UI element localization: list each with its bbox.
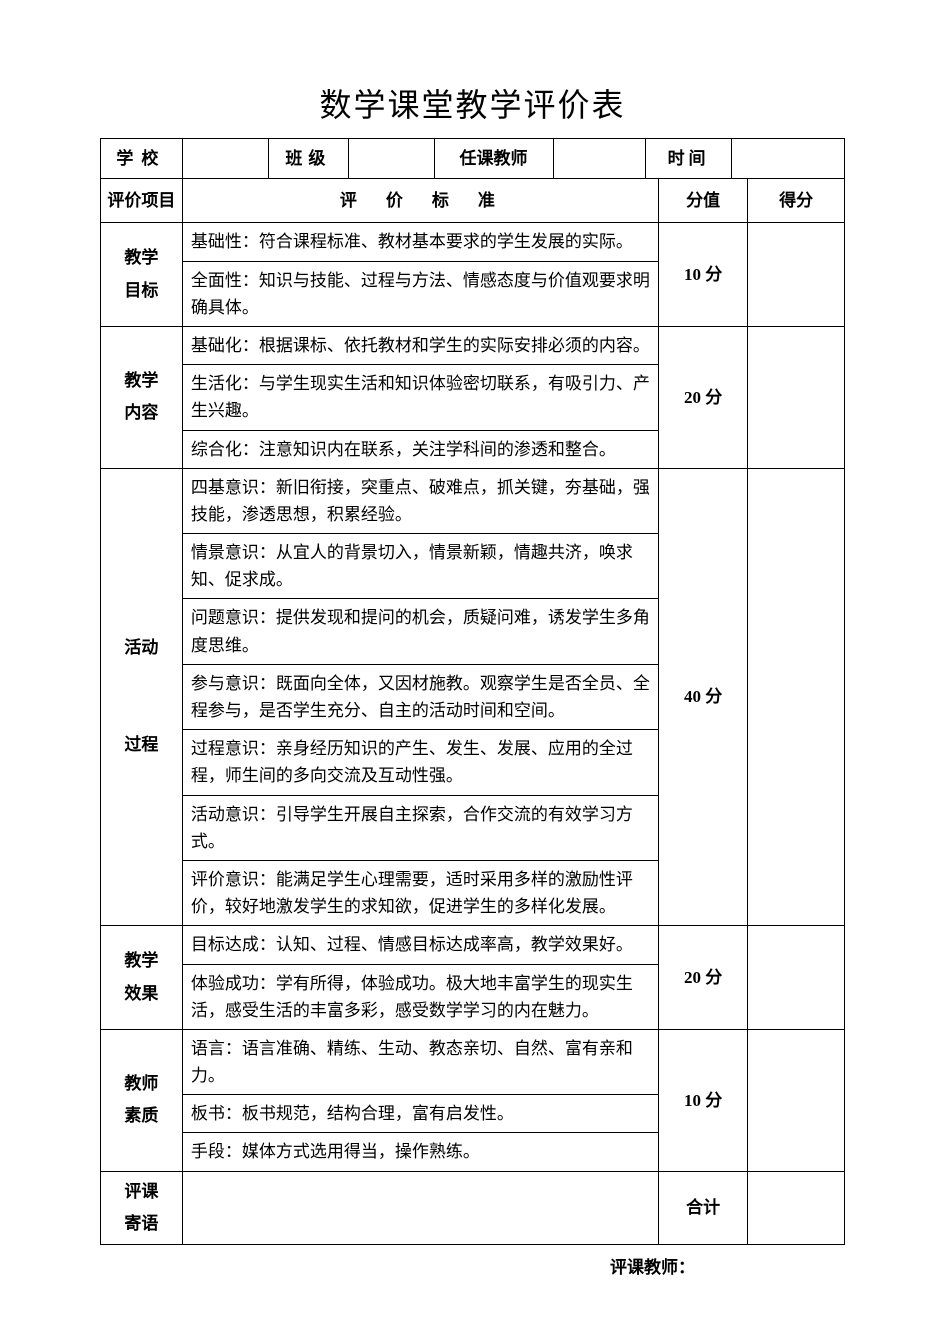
teacher-label: 任课教师 — [434, 139, 553, 178]
criteria-cell: 板书：板书规范，结构合理，富有启发性。 — [182, 1095, 658, 1133]
criteria-cell: 综合化：注意知识内在联系，关注学科间的渗透和整合。 — [182, 430, 658, 468]
got-score-cell[interactable] — [748, 926, 845, 1030]
score-cell: 20 分 — [659, 326, 748, 468]
criteria-cell: 生活化：与学生现实生活和知识体验密切联系，有吸引力、产生兴趣。 — [182, 365, 658, 430]
footer-row: 评课寄语 合计 — [101, 1171, 845, 1245]
class-value[interactable] — [348, 139, 434, 178]
class-label: 班级 — [269, 139, 348, 178]
got-score-cell[interactable] — [748, 326, 845, 468]
page-title: 数学课堂教学评价表 — [100, 80, 845, 126]
column-header-row: 评价项目 评 价 标 准 分值 得分 — [101, 179, 845, 223]
criteria-cell: 参与意识：既面向全体，又因材施教。观察学生是否全员、全程参与，是否学生充分、自主… — [182, 664, 658, 729]
col-score: 分值 — [659, 179, 748, 223]
category-activity-process: 活动过程 — [101, 468, 183, 926]
col-category: 评价项目 — [101, 179, 183, 223]
category-teaching-goal: 教学目标 — [101, 223, 183, 327]
score-cell: 40 分 — [659, 468, 748, 926]
criteria-cell: 四基意识：新旧衔接，突重点、破难点，抓关键，夯基础，强技能，渗透思想，积累经验。 — [182, 468, 658, 533]
school-label: 学校 — [101, 139, 183, 179]
section-row: 教学内容 基础化：根据课标、依托教材和学生的实际安排必须的内容。 20 分 — [101, 326, 845, 364]
score-cell: 20 分 — [659, 926, 748, 1030]
criteria-cell: 基础性：符合课程标准、教材基本要求的学生发展的实际。 — [182, 223, 658, 261]
col-got: 得分 — [748, 179, 845, 223]
criteria-cell: 体验成功：学有所得，体验成功。极大地丰富学生的现实生活，感受生活的丰富多彩，感受… — [182, 964, 658, 1029]
criteria-cell: 手段：媒体方式选用得当，操作熟练。 — [182, 1133, 658, 1171]
category-teacher-quality: 教师素质 — [101, 1029, 183, 1171]
score-cell: 10 分 — [659, 223, 748, 327]
category-comments: 评课寄语 — [101, 1171, 183, 1245]
criteria-cell: 情景意识：从宜人的背景切入，情景新颖，情趣共济，唤求知、促求成。 — [182, 534, 658, 599]
time-label: 时间 — [646, 139, 732, 178]
evaluation-table: 学校 班级 任课教师 时间 评价项目 评 价 标 准 分值 得分 教学目标 基础 — [100, 138, 845, 1245]
score-cell: 10 分 — [659, 1029, 748, 1171]
got-score-cell[interactable] — [748, 223, 845, 327]
signature-line: 评课教师： — [100, 1253, 845, 1278]
category-teaching-effect: 教学效果 — [101, 926, 183, 1030]
school-value[interactable] — [183, 139, 269, 178]
section-row: 教师素质 语言：语言准确、精练、生动、教态亲切、自然、富有亲和力。 10 分 — [101, 1029, 845, 1094]
criteria-cell: 全面性：知识与技能、过程与方法、情感态度与价值观要求明确具体。 — [182, 261, 658, 326]
criteria-cell: 基础化：根据课标、依托教材和学生的实际安排必须的内容。 — [182, 326, 658, 364]
criteria-cell: 评价意识：能满足学生心理需要，适时采用多样的激励性评价，较好地激发学生的求知欲，… — [182, 860, 658, 925]
criteria-cell: 目标达成：认知、过程、情感目标达成率高，教学效果好。 — [182, 926, 658, 964]
total-label: 合计 — [659, 1171, 748, 1245]
col-criteria: 评 价 标 准 — [182, 179, 658, 223]
criteria-cell: 语言：语言准确、精练、生动、教态亲切、自然、富有亲和力。 — [182, 1029, 658, 1094]
time-value[interactable] — [732, 139, 844, 178]
section-row: 教学目标 基础性：符合课程标准、教材基本要求的学生发展的实际。 10 分 — [101, 223, 845, 261]
info-row: 学校 班级 任课教师 时间 — [101, 139, 845, 179]
comments-cell[interactable] — [182, 1171, 658, 1245]
got-score-cell[interactable] — [748, 468, 845, 926]
teacher-value[interactable] — [553, 139, 646, 178]
section-row: 活动过程 四基意识：新旧衔接，突重点、破难点，抓关键，夯基础，强技能，渗透思想，… — [101, 468, 845, 533]
category-teaching-content: 教学内容 — [101, 326, 183, 468]
section-row: 教学效果 目标达成：认知、过程、情感目标达成率高，教学效果好。 20 分 — [101, 926, 845, 964]
got-score-cell[interactable] — [748, 1029, 845, 1171]
criteria-cell: 问题意识：提供发现和提问的机会，质疑问难，诱发学生多角度思维。 — [182, 599, 658, 664]
criteria-cell: 过程意识：亲身经历知识的产生、发生、发展、应用的全过程，师生间的多向交流及互动性… — [182, 730, 658, 795]
total-value[interactable] — [748, 1171, 845, 1245]
criteria-cell: 活动意识：引导学生开展自主探索，合作交流的有效学习方式。 — [182, 795, 658, 860]
